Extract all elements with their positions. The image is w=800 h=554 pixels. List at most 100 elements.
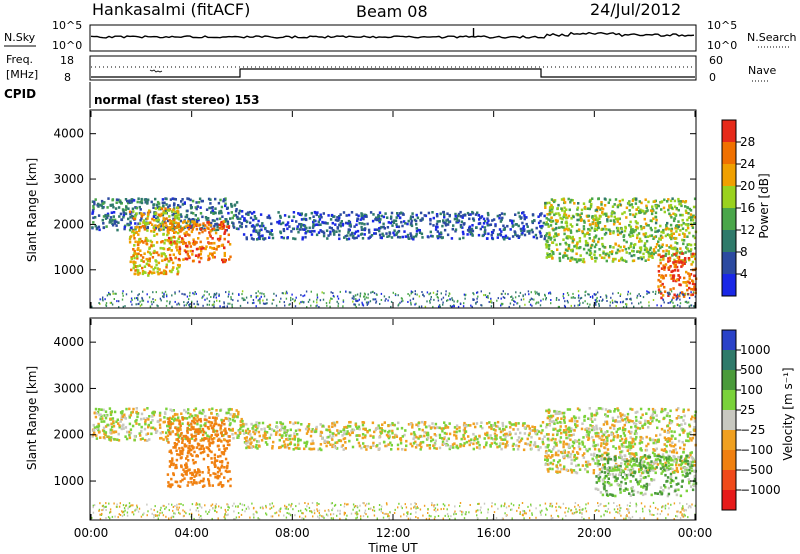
power-cells-cell xyxy=(602,252,605,255)
power-cells-cell xyxy=(113,220,117,223)
vel-cells-cell xyxy=(97,428,100,432)
power-cells-cell xyxy=(672,296,675,300)
power-cells-cell xyxy=(609,251,612,254)
power-cells-cell xyxy=(619,231,622,235)
power-cells-speckle xyxy=(367,293,369,296)
power-cells-speckle xyxy=(223,302,225,305)
power-cells-cell xyxy=(93,202,96,206)
vel-cells-cell xyxy=(207,471,210,474)
power-cells-speckle xyxy=(672,301,674,304)
power-cells-speckle xyxy=(399,301,401,304)
vel-cells-cell xyxy=(616,420,620,423)
vel-cells-cell xyxy=(173,442,176,445)
power-cells-cell xyxy=(170,236,173,240)
power-cells-speckle xyxy=(222,306,224,308)
power-cells-cell xyxy=(621,212,624,216)
vel-cells-cell xyxy=(171,457,174,460)
power-cells-speckle xyxy=(332,292,334,294)
power-cells-cell xyxy=(249,216,253,220)
vel-cells-cell xyxy=(424,425,428,429)
vel-cells-cell xyxy=(463,421,466,425)
power-cells-cell xyxy=(211,237,214,240)
vel-cells-cell xyxy=(186,484,189,487)
vel-cells-cell xyxy=(168,426,172,430)
power-cells-cell xyxy=(611,211,614,215)
power-cells-speckle xyxy=(387,299,389,302)
power-cells-speckle xyxy=(605,295,608,298)
power-cells-cell xyxy=(214,197,217,201)
vel-cells-cell xyxy=(179,480,182,483)
power-cells-cell xyxy=(319,213,322,217)
vel-cells-cell xyxy=(502,427,505,431)
power-cells-cell xyxy=(142,219,146,222)
vel-cells-cell xyxy=(185,457,188,460)
power-cells-cell xyxy=(679,283,682,287)
power-cells-cell xyxy=(544,201,547,205)
power-cells-cell xyxy=(189,204,193,207)
power-cells-cell xyxy=(174,226,177,230)
power-cells-speckle xyxy=(619,301,622,304)
power-cells-cell xyxy=(667,208,670,212)
power-cells-cell xyxy=(174,230,177,234)
vel-cells-cell xyxy=(462,444,466,448)
power-cells-speckle xyxy=(219,305,221,308)
power-cells-cell xyxy=(213,255,216,259)
power-cells-cell xyxy=(165,217,168,220)
power-cells-cell xyxy=(665,223,668,227)
power-cells-cell xyxy=(102,215,106,218)
power-cells-cell xyxy=(149,253,153,256)
vel-cells-cell xyxy=(357,441,361,445)
power-cells-cell xyxy=(429,230,432,234)
vel-cells-cell xyxy=(417,421,420,425)
power-cells-speckle xyxy=(564,300,566,303)
power-cells-cell xyxy=(594,234,598,238)
vel-cells-cell xyxy=(495,437,498,440)
power-cells-cell xyxy=(543,237,546,241)
vel-cells-cell xyxy=(128,407,131,411)
power-cells-speckle xyxy=(130,297,133,300)
power-cells-cell xyxy=(521,231,524,235)
power-cells-speckle xyxy=(364,293,366,296)
power-cells-speckle xyxy=(102,299,104,302)
power-cells-speckle xyxy=(212,303,214,306)
power-cells-cell xyxy=(446,223,450,226)
vel-cells-cell xyxy=(448,447,451,451)
power-cells-cell xyxy=(550,236,553,240)
vel-cells-cell xyxy=(146,439,149,442)
power-cells-cell xyxy=(647,251,650,254)
vel-cells-cell xyxy=(691,436,695,440)
power-cells-cell xyxy=(591,215,594,218)
power-cells-speckle xyxy=(557,305,560,308)
vel-cells-cell xyxy=(383,429,387,433)
power-cells-speckle xyxy=(625,303,627,306)
power-cells-cell xyxy=(157,261,161,265)
power-cells-speckle xyxy=(275,304,278,307)
vel-cells-cell xyxy=(596,443,600,447)
power-cells-cell xyxy=(199,252,202,256)
power-cells-speckle xyxy=(630,297,632,300)
power-cells-cell xyxy=(395,225,399,228)
vel-cells-cell xyxy=(263,431,267,435)
power-cells-speckle xyxy=(429,292,432,295)
power-cells-cell xyxy=(394,219,398,223)
power-cells-speckle xyxy=(259,299,261,302)
vel-cells-cell xyxy=(198,411,201,414)
power-cells-cell xyxy=(168,269,172,273)
power-cells-cell xyxy=(140,240,144,243)
power-cells-speckle xyxy=(206,303,208,306)
power-cells-cell xyxy=(629,220,632,224)
vel-cells-cell xyxy=(175,480,179,484)
power-cells-speckle xyxy=(587,293,589,296)
vel-cells-cell xyxy=(147,423,151,427)
vel-cells-cell xyxy=(243,437,247,440)
power-cells-cell xyxy=(216,223,219,226)
power-cells-cell xyxy=(138,211,142,215)
vel-cells-cell xyxy=(412,431,416,434)
power-cells-cell xyxy=(338,233,341,237)
power-cells-speckle xyxy=(488,292,491,295)
power-cells-cell xyxy=(685,246,688,249)
vel-cells-cell xyxy=(444,426,447,430)
power-cells-speckle xyxy=(208,303,210,306)
power-cells-cell xyxy=(253,215,257,218)
vel-cells-cell xyxy=(612,419,615,422)
